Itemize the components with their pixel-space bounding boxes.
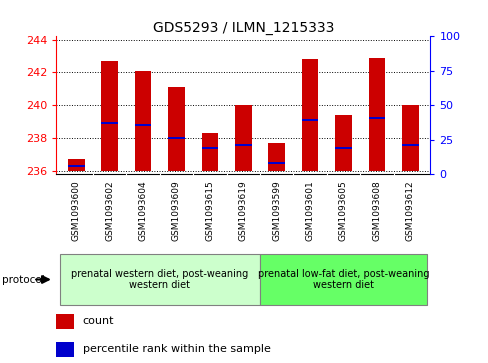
Bar	[56, 342, 74, 357]
Text: prenatal western diet, post-weaning
western diet: prenatal western diet, post-weaning west…	[71, 269, 248, 290]
Bar	[268, 162, 285, 164]
Bar	[234, 105, 251, 171]
Text: GSM1093609: GSM1093609	[172, 181, 181, 241]
Text: GSM1093619: GSM1093619	[238, 181, 247, 241]
Bar	[68, 159, 84, 171]
Text: GSM1093608: GSM1093608	[372, 181, 381, 241]
Bar	[135, 71, 151, 171]
Bar	[401, 144, 418, 146]
Text: GSM1093601: GSM1093601	[305, 181, 314, 241]
Text: GSM1093599: GSM1093599	[272, 181, 281, 241]
Bar	[101, 122, 118, 124]
Bar	[168, 87, 184, 171]
Text: GSM1093615: GSM1093615	[205, 181, 214, 241]
Bar	[201, 133, 218, 171]
Title: GDS5293 / ILMN_1215333: GDS5293 / ILMN_1215333	[152, 21, 333, 35]
Bar	[334, 115, 351, 171]
Bar	[334, 147, 351, 149]
Bar	[101, 61, 118, 171]
Bar	[201, 147, 218, 149]
Text: prenatal low-fat diet, post-weaning
western diet: prenatal low-fat diet, post-weaning west…	[257, 269, 428, 290]
Bar	[301, 119, 318, 121]
Text: GSM1093600: GSM1093600	[72, 181, 81, 241]
Bar	[368, 58, 385, 171]
Text: GSM1093602: GSM1093602	[105, 181, 114, 241]
Text: percentile rank within the sample: percentile rank within the sample	[82, 344, 270, 354]
Bar	[401, 105, 418, 171]
Text: GSM1093612: GSM1093612	[405, 181, 414, 241]
Bar	[168, 137, 184, 139]
Bar	[60, 254, 260, 305]
Text: protocol: protocol	[2, 274, 45, 285]
Bar	[56, 314, 74, 329]
Bar	[260, 254, 426, 305]
Bar	[68, 165, 84, 167]
Bar	[234, 144, 251, 146]
Text: GSM1093605: GSM1093605	[338, 181, 347, 241]
Bar	[368, 117, 385, 119]
Bar	[135, 124, 151, 126]
Bar	[268, 143, 285, 171]
Bar	[301, 59, 318, 171]
Text: GSM1093604: GSM1093604	[138, 181, 147, 241]
Text: count: count	[82, 316, 114, 326]
